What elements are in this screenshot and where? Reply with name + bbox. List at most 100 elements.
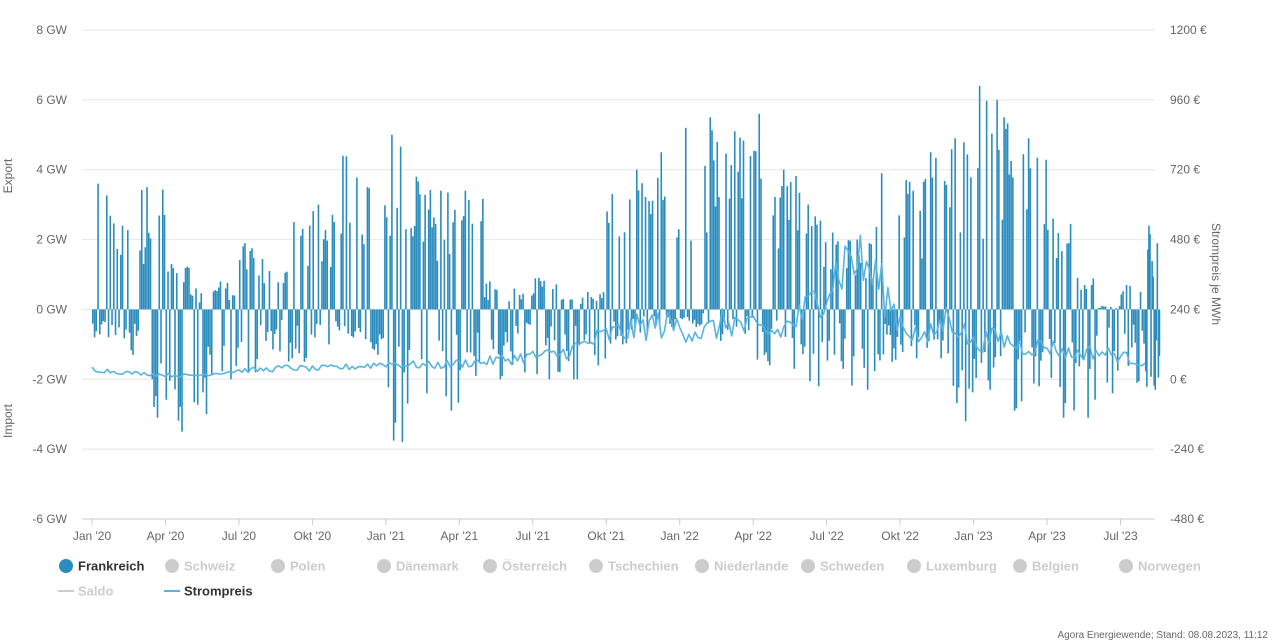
frankreich-bar xyxy=(135,309,138,336)
frankreich-bar xyxy=(828,309,830,341)
frankreich-bar xyxy=(97,183,99,310)
frankreich-bar xyxy=(854,275,857,310)
legend-item-niederlande[interactable]: Niederlande xyxy=(695,559,788,574)
frankreich-bar xyxy=(354,309,356,332)
frankreich-bar xyxy=(410,228,412,310)
frankreich-bar xyxy=(866,309,869,390)
frankreich-bar xyxy=(324,229,327,310)
frankreich-bar xyxy=(592,298,594,310)
frankreich-bar xyxy=(964,309,967,422)
legend[interactable]: Frankreich Schweiz Polen Dänemark Österreich… xyxy=(58,559,1201,599)
frankreich-bar xyxy=(552,289,554,310)
legend-item-strompreis[interactable]: Strompreis xyxy=(164,584,253,599)
legend-item-polen[interactable]: Polen xyxy=(271,559,325,574)
frankreich-bar xyxy=(602,292,605,310)
legend-item--sterreich[interactable]: Österreich xyxy=(483,559,567,574)
frankreich-bar xyxy=(798,192,801,310)
frankreich-bar xyxy=(622,309,624,345)
frankreich-bar xyxy=(1152,276,1154,310)
frankreich-bar xyxy=(387,309,390,388)
frankreich-bar xyxy=(1110,306,1112,310)
frankreich-bar xyxy=(256,309,259,360)
frankreich-bar xyxy=(973,309,976,359)
frankreich-bar xyxy=(392,309,395,441)
legend-dot-icon xyxy=(271,559,285,573)
frankreich-bar xyxy=(814,216,817,310)
frankreich-bar xyxy=(795,176,797,310)
legend-item-tschechien[interactable]: Tschechien xyxy=(589,559,679,574)
frankreich-bar xyxy=(796,230,799,310)
legend-item-belgien[interactable]: Belgien xyxy=(1013,559,1079,574)
frankreich-bar xyxy=(595,300,598,310)
x-tick-label: Okt '22 xyxy=(881,529,919,543)
frankreich-bar xyxy=(104,309,106,323)
frankreich-bar xyxy=(697,309,699,324)
frankreich-bar xyxy=(419,194,421,310)
frankreich-bar xyxy=(426,309,428,394)
frankreich-bar xyxy=(656,178,659,310)
frankreich-bar xyxy=(1132,309,1135,325)
legend-item-luxemburg[interactable]: Luxemburg xyxy=(907,559,997,574)
frankreich-bar xyxy=(522,293,524,310)
frankreich-bar xyxy=(1106,309,1109,383)
legend-item-schweden[interactable]: Schweden xyxy=(801,559,884,574)
frankreich-bar xyxy=(476,309,479,333)
frankreich-bar xyxy=(230,309,232,380)
legend-item-saldo[interactable]: Saldo xyxy=(58,584,113,599)
frankreich-bar xyxy=(851,309,853,386)
frankreich-bar xyxy=(217,287,220,310)
frankreich-bar xyxy=(515,309,517,326)
frankreich-bar xyxy=(550,309,552,327)
frankreich-bar xyxy=(574,309,577,326)
frankreich-bar xyxy=(970,177,972,310)
frankreich-bar xyxy=(1147,249,1149,310)
frankreich-bar xyxy=(1136,309,1138,383)
frankreich-bar xyxy=(760,178,762,310)
frankreich-bar xyxy=(929,152,932,310)
frankreich-bar xyxy=(405,229,407,310)
frankreich-bar xyxy=(118,309,120,328)
frankreich-bar xyxy=(615,309,617,340)
y-right-tick-label: 960 € xyxy=(1170,93,1200,107)
frankreich-bar xyxy=(718,197,720,310)
frankreich-bar xyxy=(328,309,330,345)
frankreich-bar xyxy=(1111,309,1114,394)
legend-item-schweiz[interactable]: Schweiz xyxy=(165,559,236,574)
frankreich-bar xyxy=(179,309,182,407)
legend-item-frankreich[interactable]: Frankreich xyxy=(59,559,145,574)
frankreich-bar xyxy=(546,309,549,338)
frankreich-bar xyxy=(216,290,218,310)
frankreich-bar xyxy=(422,241,425,310)
frankreich-bar xyxy=(331,214,334,310)
frankreich-bar xyxy=(1050,309,1053,378)
frankreich-bar xyxy=(448,254,451,310)
frankreich-bar xyxy=(772,215,775,310)
frankreich-bar xyxy=(800,309,803,345)
frankreich-bar xyxy=(326,240,328,310)
frankreich-bar xyxy=(559,309,561,372)
frankreich-bar xyxy=(168,309,171,381)
x-tick-label: Jul '23 xyxy=(1103,529,1138,543)
frankreich-bar xyxy=(653,309,656,317)
legend-item-d-nemark[interactable]: Dänemark xyxy=(377,559,460,574)
frankreich-bar xyxy=(223,309,225,346)
frankreich-bar xyxy=(160,309,162,364)
frankreich-bar xyxy=(698,309,701,326)
frankreich-bar xyxy=(231,295,234,310)
frankreich-bar xyxy=(340,233,342,310)
frankreich-bar xyxy=(371,309,374,349)
frankreich-bar xyxy=(601,298,603,310)
legend-label: Saldo xyxy=(78,584,113,599)
y-right-tick-label: -480 € xyxy=(1170,512,1204,526)
frankreich-bar xyxy=(282,282,285,310)
frankreich-bar xyxy=(1003,117,1005,310)
frankreich-bar xyxy=(130,309,133,351)
frankreich-bar xyxy=(342,155,344,310)
frankreich-bar xyxy=(412,236,414,310)
legend-item-norwegen[interactable]: Norwegen xyxy=(1119,559,1201,574)
frankreich-bar xyxy=(952,309,955,386)
frankreich-bar xyxy=(726,309,729,330)
frankreich-bar xyxy=(663,196,666,310)
frankreich-bar xyxy=(210,309,213,375)
frankreich-bar xyxy=(377,309,379,355)
